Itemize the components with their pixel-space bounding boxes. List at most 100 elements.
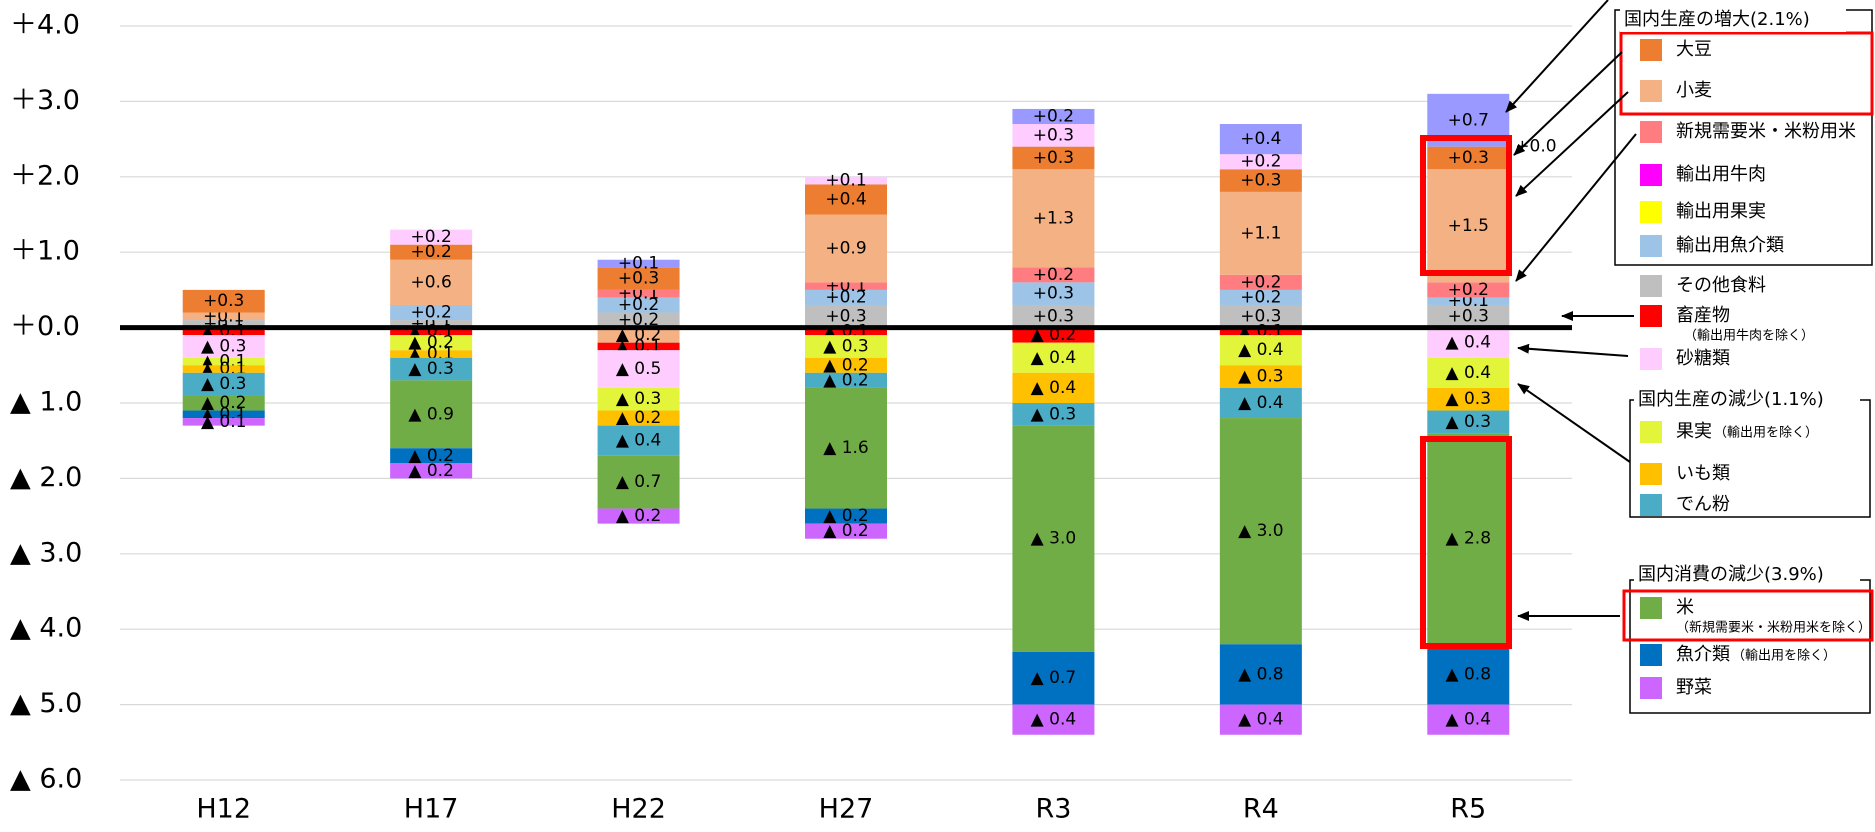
bar-segment bbox=[805, 282, 887, 290]
bar-segment bbox=[390, 327, 473, 336]
bar-segment bbox=[390, 463, 473, 479]
legend-label: 米 bbox=[1676, 597, 1694, 618]
bar-segment bbox=[182, 365, 265, 373]
bar-segment bbox=[1012, 169, 1095, 268]
legend-swatch bbox=[1640, 463, 1662, 485]
data-label: ▲ 0.4 bbox=[1446, 333, 1492, 353]
bar-segment bbox=[805, 289, 887, 305]
bar-segment bbox=[597, 342, 680, 351]
bar-segment bbox=[597, 327, 680, 343]
data-label: +0.4 bbox=[825, 189, 866, 209]
bar-segment bbox=[1012, 403, 1095, 426]
y-tick-label: ▲ 5.0 bbox=[10, 688, 82, 719]
legend-label: 輸出用果実 bbox=[1676, 201, 1766, 222]
data-label: ▲ 0.3 bbox=[1446, 389, 1492, 409]
legend-label: いも類 bbox=[1676, 463, 1730, 484]
highlight-box bbox=[1420, 436, 1512, 649]
x-tick-label: R5 bbox=[1450, 794, 1486, 825]
data-label: +1.3 bbox=[1033, 208, 1074, 228]
data-label: +0.3 bbox=[1448, 306, 1489, 326]
legend-swatch bbox=[1640, 597, 1662, 619]
legend-label: 輸出用魚介類 bbox=[1676, 235, 1784, 256]
data-label: ▲ 3.0 bbox=[1238, 521, 1284, 541]
bar-segment bbox=[182, 320, 265, 328]
bar-segment bbox=[390, 259, 473, 305]
legend-label: 野菜 bbox=[1676, 677, 1712, 698]
bar-segment bbox=[390, 244, 473, 260]
data-label: +0.3 bbox=[1033, 148, 1074, 168]
bar-segment bbox=[1219, 704, 1302, 735]
data-label: ▲ 1.6 bbox=[823, 438, 869, 458]
legend-swatch bbox=[1640, 644, 1662, 666]
legend-label: 砂糖類 bbox=[1676, 348, 1730, 369]
bar-segment bbox=[1012, 327, 1095, 343]
bar-segment bbox=[1012, 372, 1095, 403]
data-label: ▲ 0.2 bbox=[616, 408, 662, 428]
bar-segment bbox=[1427, 304, 1510, 328]
y-tick-label: ▲ 6.0 bbox=[10, 764, 82, 795]
bar-segment bbox=[1219, 274, 1302, 290]
arrow bbox=[1515, 133, 1637, 282]
bar-segment bbox=[1427, 704, 1510, 735]
bar-segment bbox=[1427, 644, 1510, 705]
data-label: +0.3 bbox=[1240, 171, 1281, 191]
legend-swatch bbox=[1640, 494, 1662, 516]
bar-segment bbox=[1012, 651, 1095, 705]
bar-segment bbox=[805, 357, 887, 373]
arrow bbox=[1513, 51, 1623, 156]
data-label: +0.2 bbox=[1033, 106, 1074, 126]
bar-segment bbox=[1427, 327, 1510, 358]
bar-segment bbox=[1012, 425, 1095, 652]
bar-segment bbox=[182, 327, 265, 336]
legend-label: 果実 bbox=[1676, 421, 1712, 442]
bar-segment bbox=[390, 350, 473, 358]
bar-segment bbox=[597, 259, 680, 268]
data-label: +0.6 bbox=[411, 272, 452, 292]
data-label: ▲ 0.8 bbox=[1446, 664, 1492, 684]
data-label: ▲ 0.3 bbox=[201, 336, 247, 356]
data-label: ▲ 0.3 bbox=[616, 389, 662, 409]
data-label: +0.2 bbox=[1240, 272, 1281, 292]
data-label: ▲ 0.7 bbox=[1031, 668, 1077, 688]
data-label: +0.2 bbox=[825, 287, 866, 307]
bar-segment bbox=[1427, 433, 1510, 645]
bar-segment bbox=[1012, 146, 1095, 170]
bar-segment bbox=[1012, 704, 1095, 735]
legend-group-title: 国内生産の減少(1.1%) bbox=[1638, 389, 1824, 410]
data-label: ▲ 0.7 bbox=[616, 472, 662, 492]
bars: H12+0.1+0.1+0.3▲ 0.1▲ 0.3▲ 0.1▲ 0.1▲ 0.3… bbox=[120, 93, 1572, 825]
bar-segment bbox=[805, 184, 887, 215]
data-label: +0.2 bbox=[1448, 280, 1489, 300]
x-tick-label: H12 bbox=[196, 794, 251, 825]
data-label: ▲ 0.2 bbox=[823, 521, 869, 541]
arrow bbox=[1517, 383, 1631, 463]
bar-segment bbox=[1219, 154, 1302, 170]
data-label: +0.3 bbox=[618, 269, 659, 289]
data-label: +0.2 bbox=[411, 242, 452, 262]
data-label: +0.1 bbox=[618, 254, 659, 274]
legend-label: でん粉 bbox=[1676, 494, 1730, 515]
data-label: ▲ 3.0 bbox=[1031, 529, 1077, 549]
legend-note: （新規需要米・米粉用米を除く） bbox=[1676, 620, 1871, 636]
data-label: ▲ 0.2 bbox=[408, 446, 454, 466]
data-label: +0.7 bbox=[1448, 110, 1489, 130]
y-tick-label: ▲ 4.0 bbox=[10, 613, 82, 644]
legend-swatch bbox=[1640, 677, 1662, 699]
bar-segment bbox=[1219, 644, 1302, 705]
bar-segment bbox=[805, 508, 887, 524]
y-tick-label: ＋2.0 bbox=[10, 160, 80, 191]
data-label: ▲ 0.3 bbox=[1031, 404, 1077, 424]
bar-segment bbox=[1427, 169, 1510, 283]
data-label: ▲ 0.3 bbox=[1446, 412, 1492, 432]
data-label: ▲ 0.2 bbox=[1031, 325, 1077, 345]
bar-segment bbox=[1427, 146, 1510, 170]
legend-note: （輸出用を除く） bbox=[1714, 426, 1818, 441]
bar-segment bbox=[597, 312, 680, 328]
bar-segment bbox=[390, 357, 473, 381]
bar-segment bbox=[182, 410, 265, 419]
data-label: ▲ 0.3 bbox=[823, 336, 869, 356]
legend-label: 大豆 bbox=[1676, 39, 1712, 60]
legend-swatch bbox=[1640, 80, 1662, 102]
legend-swatch bbox=[1640, 275, 1662, 297]
data-label: ▲ 0.2 bbox=[823, 355, 869, 375]
